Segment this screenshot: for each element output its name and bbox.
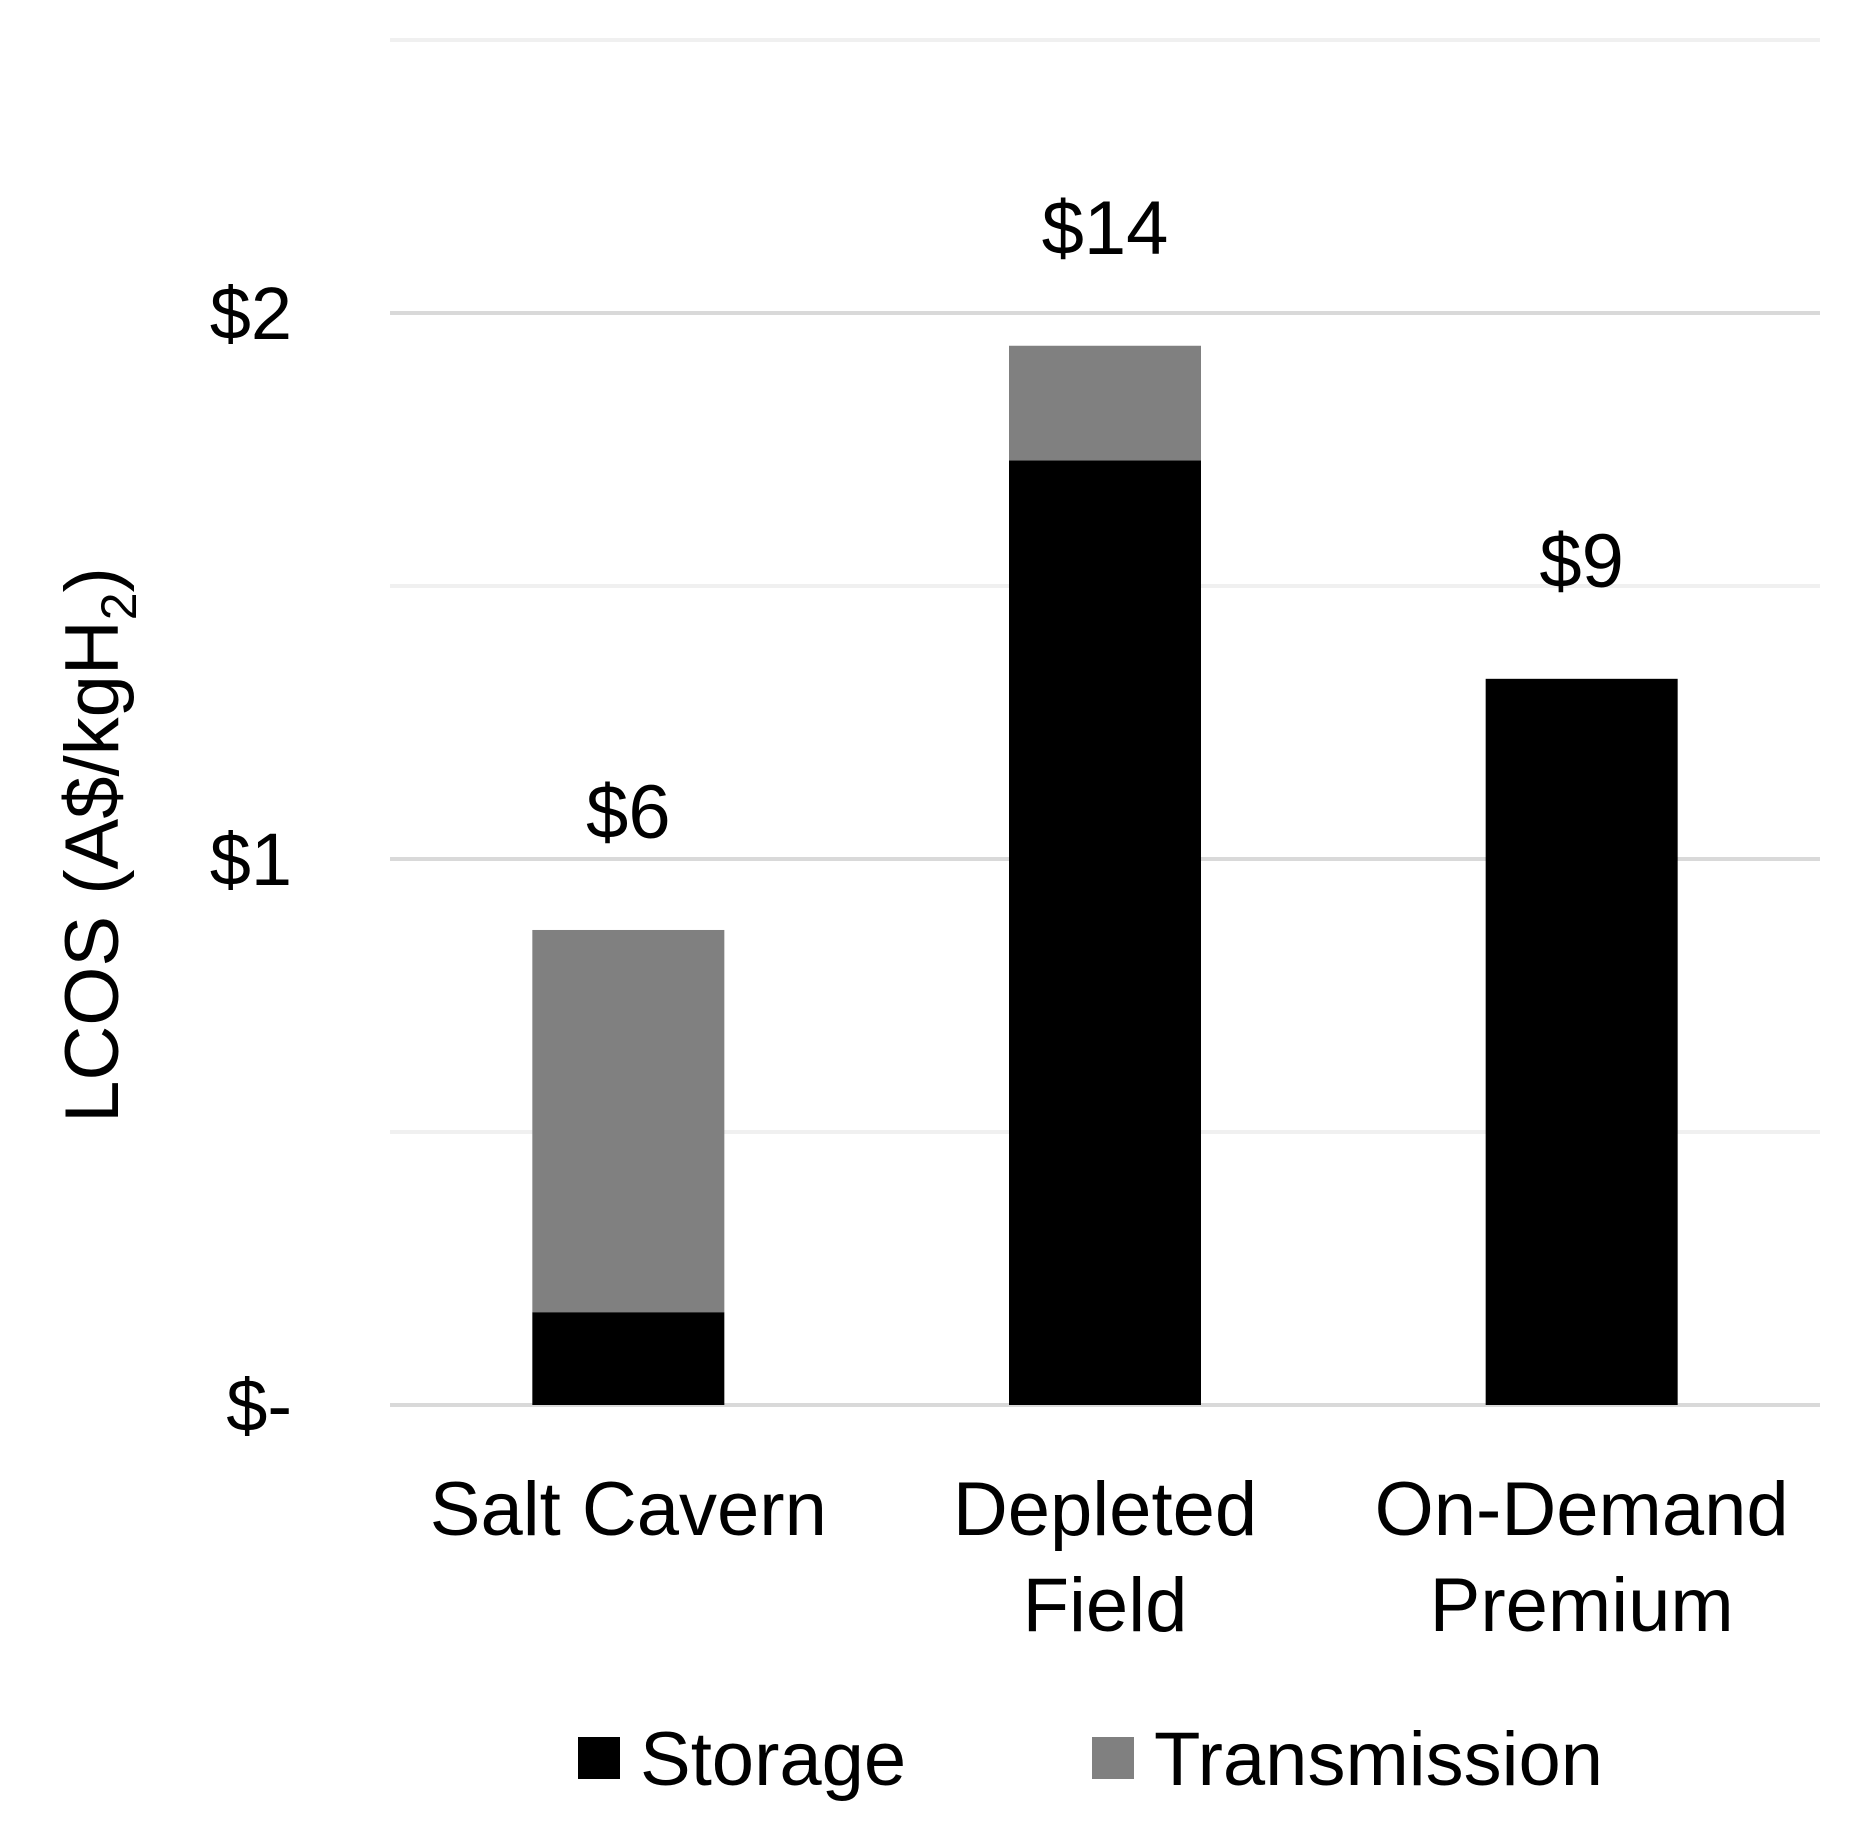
y-tick-label: $- xyxy=(226,1364,292,1447)
bar-transmission-1 xyxy=(532,929,725,1313)
legend-swatch-storage xyxy=(578,1737,620,1779)
category-label: Field xyxy=(1023,1563,1188,1648)
legend-swatch-transmission xyxy=(1092,1737,1134,1779)
legend: Storage Transmission xyxy=(578,1717,1603,1802)
y-tick-label: $2 xyxy=(210,272,292,355)
category-label: Premium xyxy=(1430,1563,1734,1648)
legend-label-storage: Storage xyxy=(640,1717,906,1802)
y-axis-ticks: $- $1 $2 xyxy=(210,272,292,1447)
category-label: On-Demand xyxy=(1375,1467,1789,1552)
legend-label-transmission: Transmission xyxy=(1154,1717,1603,1802)
category-label: Depleted xyxy=(953,1467,1257,1552)
y-tick-label: $1 xyxy=(210,818,292,901)
data-label: $9 xyxy=(1539,519,1624,604)
data-label: $6 xyxy=(586,770,671,855)
bar-transmission-2 xyxy=(1009,345,1201,461)
bar-storage-1 xyxy=(532,1312,725,1405)
category-label: Salt Cavern xyxy=(430,1467,827,1552)
bar-storage-3 xyxy=(1485,678,1678,1405)
y-axis-label: LCOS (A$/kgH2) xyxy=(50,567,147,1123)
data-label: $14 xyxy=(1042,186,1169,271)
category-labels: Salt Cavern Depleted Field On-Demand Premium xyxy=(430,1467,1789,1648)
bars xyxy=(532,345,1678,1405)
data-labels: $6 $14 $9 xyxy=(586,186,1624,855)
bar-storage-2 xyxy=(1009,460,1201,1405)
